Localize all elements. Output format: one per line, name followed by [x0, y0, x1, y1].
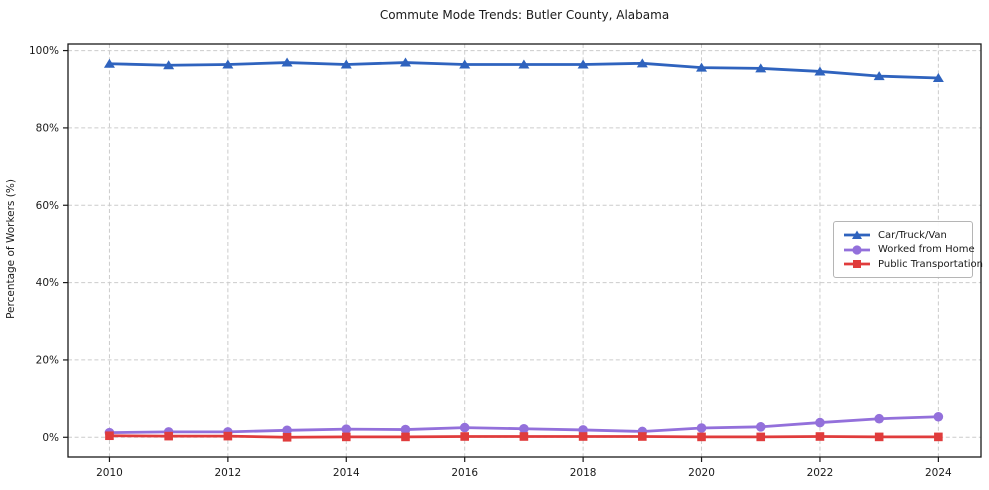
axis-tick-labels: 2010 2012 2014 2016 2018 2020 2022 2024 0% 20% 40%… [29, 45, 952, 479]
data-point-marker [755, 63, 767, 73]
x-tick-label: 2020 [688, 467, 715, 479]
y-tick-label: 60% [36, 200, 59, 212]
y-tick-label: 80% [36, 122, 59, 134]
data-point-marker [222, 59, 234, 69]
data-point-marker [755, 422, 766, 432]
legend-label: Worked from Home [878, 244, 975, 255]
triangle-marker-swatch-icon [844, 230, 870, 239]
data-point-marker [163, 60, 175, 70]
x-tick-label: 2010 [96, 467, 123, 479]
data-point-marker [341, 432, 351, 442]
series-car-truck-van [103, 57, 944, 83]
series-worked-from-home [104, 411, 944, 438]
data-point-marker [399, 57, 411, 67]
data-point-marker [814, 66, 826, 76]
data-point-marker [341, 424, 352, 434]
data-point-marker [933, 411, 944, 422]
data-point-marker [164, 431, 173, 441]
data-point-marker [400, 424, 411, 435]
y-tick-label: 0% [42, 432, 59, 444]
data-point-marker [638, 432, 647, 441]
data-point-marker [874, 413, 884, 424]
legend-label: Public Transportation [878, 258, 983, 270]
y-tick-label: 40% [36, 277, 59, 289]
x-tick-label: 2012 [214, 467, 241, 479]
axis-ticks [63, 49, 939, 462]
data-point-marker [874, 432, 884, 442]
legend-label: Car/Truck/Van [878, 229, 947, 241]
data-point-marker [282, 425, 292, 436]
data-point-marker [103, 58, 115, 68]
data-point-marker [518, 59, 530, 69]
data-point-marker [696, 423, 707, 433]
square-marker-swatch-icon [844, 260, 870, 268]
data-point-marker [815, 432, 825, 441]
data-point-marker [401, 432, 410, 442]
data-point-marker [873, 71, 885, 81]
chart-title: Commute Mode Trends: Butler County, Alab… [379, 8, 670, 22]
data-point-marker [815, 417, 825, 428]
data-point-marker [281, 57, 293, 67]
x-tick-label: 2016 [451, 467, 478, 479]
legend-item-worked-from-home: Worked from Home [843, 243, 975, 257]
data-point-marker [340, 59, 352, 69]
data-point-marker [696, 62, 708, 72]
data-point-marker [932, 73, 944, 83]
x-tick-label: 2014 [333, 467, 360, 479]
y-tick-label: 100% [29, 45, 59, 57]
data-point-marker [282, 432, 292, 442]
data-point-marker [223, 431, 233, 441]
x-tick-label: 2024 [925, 467, 952, 479]
data-point-marker [519, 423, 529, 434]
y-tick-label: 20% [36, 354, 59, 366]
data-point-marker [460, 432, 469, 441]
legend: Car/Truck/Van Worked from Home Public Tran… [833, 221, 983, 278]
circle-marker-swatch-icon [844, 244, 870, 255]
data-point-marker [459, 422, 470, 433]
data-point-marker [934, 432, 943, 442]
series-public-transportation [105, 431, 943, 442]
data-point-marker [636, 58, 648, 68]
legend-item-public-transportation: Public Transportation [843, 257, 983, 271]
x-tick-label: 2018 [570, 467, 597, 479]
data-point-marker [577, 59, 589, 69]
data-point-marker [519, 432, 529, 441]
legend-item-car-truck-van: Car/Truck/Van [843, 228, 964, 242]
data-point-marker [697, 432, 706, 442]
data-point-marker [105, 431, 114, 441]
x-tick-label: 2022 [807, 467, 834, 479]
data-point-marker [756, 432, 766, 442]
data-point-marker [578, 432, 588, 441]
plot-border [67, 43, 982, 458]
data-point-marker [459, 59, 471, 69]
